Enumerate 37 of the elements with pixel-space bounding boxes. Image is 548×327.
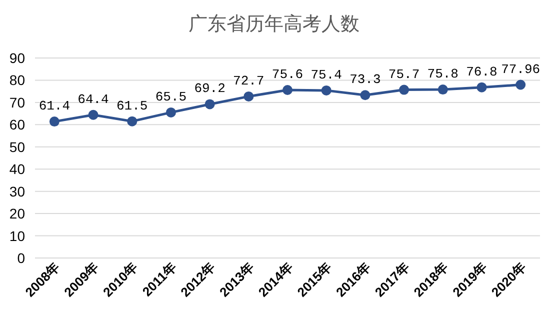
y-tick-label: 70 [9,94,26,110]
y-tick-label: 10 [9,228,26,244]
point [88,110,98,120]
y-tick-label: 50 [9,138,26,155]
data-label: 72.7 [233,73,264,88]
point [476,82,487,92]
point [399,84,410,95]
point [360,90,370,100]
data-label: 61.4 [38,98,70,114]
point [127,116,138,126]
point [438,84,448,95]
y-tick-label: 80 [9,72,26,88]
y-tick-label: 40 [9,161,26,178]
y-tick-label: 20 [9,206,26,222]
data-label: 61.5 [116,98,148,114]
y-tick-label: 60 [9,116,26,133]
point [282,85,292,95]
data-label: 75.6 [272,67,304,82]
point [516,80,526,90]
data-label: 64.4 [78,92,110,107]
data-label: 69.2 [194,81,226,96]
point [321,85,332,96]
data-label: 76.8 [466,64,498,80]
chart-title: 广东省历年高考人数 [188,13,360,35]
data-label: 73.3 [350,72,381,88]
point [166,107,176,118]
data-label: 77.96 [501,62,540,77]
data-label: 75.7 [388,66,420,82]
data-label: 75.4 [310,67,342,82]
data-label: 65.5 [155,89,187,104]
point [49,116,60,127]
point [244,91,254,102]
y-tick-label: 30 [9,183,26,200]
data-label: 75.8 [427,66,458,82]
point [204,99,215,110]
y-tick-label: 90 [9,50,26,66]
y-tick-label: 0 [17,250,26,266]
